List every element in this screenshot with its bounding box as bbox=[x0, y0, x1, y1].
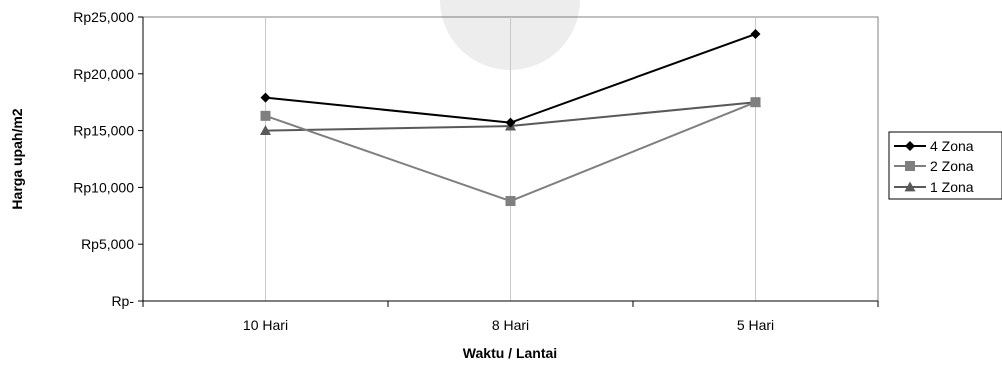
legend-item: 2 Zona bbox=[894, 158, 974, 174]
y-tick-label: Rp15,000 bbox=[73, 123, 134, 139]
series-4-zona bbox=[260, 29, 761, 128]
legend: 4 Zona 2 Zona 1 Zona bbox=[888, 131, 1002, 200]
x-axis-title: Waktu / Lantai bbox=[463, 345, 557, 361]
x-tick-label: 10 Hari bbox=[243, 317, 288, 333]
y-tick-label: Rp20,000 bbox=[73, 66, 134, 82]
data-point bbox=[260, 125, 271, 135]
y-tick-label: Rp25,000 bbox=[73, 9, 134, 25]
data-point bbox=[750, 29, 761, 40]
data-point bbox=[505, 117, 516, 128]
data-point bbox=[260, 92, 271, 103]
x-tick-label: 8 Hari bbox=[492, 317, 529, 333]
legend-label: 1 Zona bbox=[930, 179, 974, 195]
x-axis-ticks: 10 Hari 8 Hari 5 Hari bbox=[142, 301, 879, 333]
gridlines bbox=[265, 17, 756, 301]
legend-marker bbox=[904, 181, 916, 192]
y-axis-title: Harga upah/m2 bbox=[9, 108, 25, 209]
y-tick-label: Rp5,000 bbox=[81, 236, 134, 252]
legend-item: 4 Zona bbox=[894, 138, 974, 154]
series-2-zona bbox=[260, 97, 761, 207]
data-point bbox=[260, 110, 271, 121]
legend-label: 2 Zona bbox=[930, 158, 974, 174]
data-point bbox=[750, 97, 761, 108]
legend-marker bbox=[905, 161, 915, 171]
series-group bbox=[260, 29, 761, 207]
y-tick-label: Rp- bbox=[111, 293, 134, 309]
x-tick-label: 5 Hari bbox=[737, 317, 774, 333]
y-tick-label: Rp10,000 bbox=[73, 179, 134, 195]
legend-item: 1 Zona bbox=[894, 179, 974, 195]
y-axis-ticks: Rp- Rp5,000 Rp10,000 Rp15,000 Rp20,000 Rp25,0… bbox=[73, 9, 143, 309]
legend-label: 4 Zona bbox=[930, 138, 974, 154]
legend-marker bbox=[905, 141, 915, 151]
axes bbox=[142, 17, 878, 302]
data-point bbox=[505, 196, 516, 207]
